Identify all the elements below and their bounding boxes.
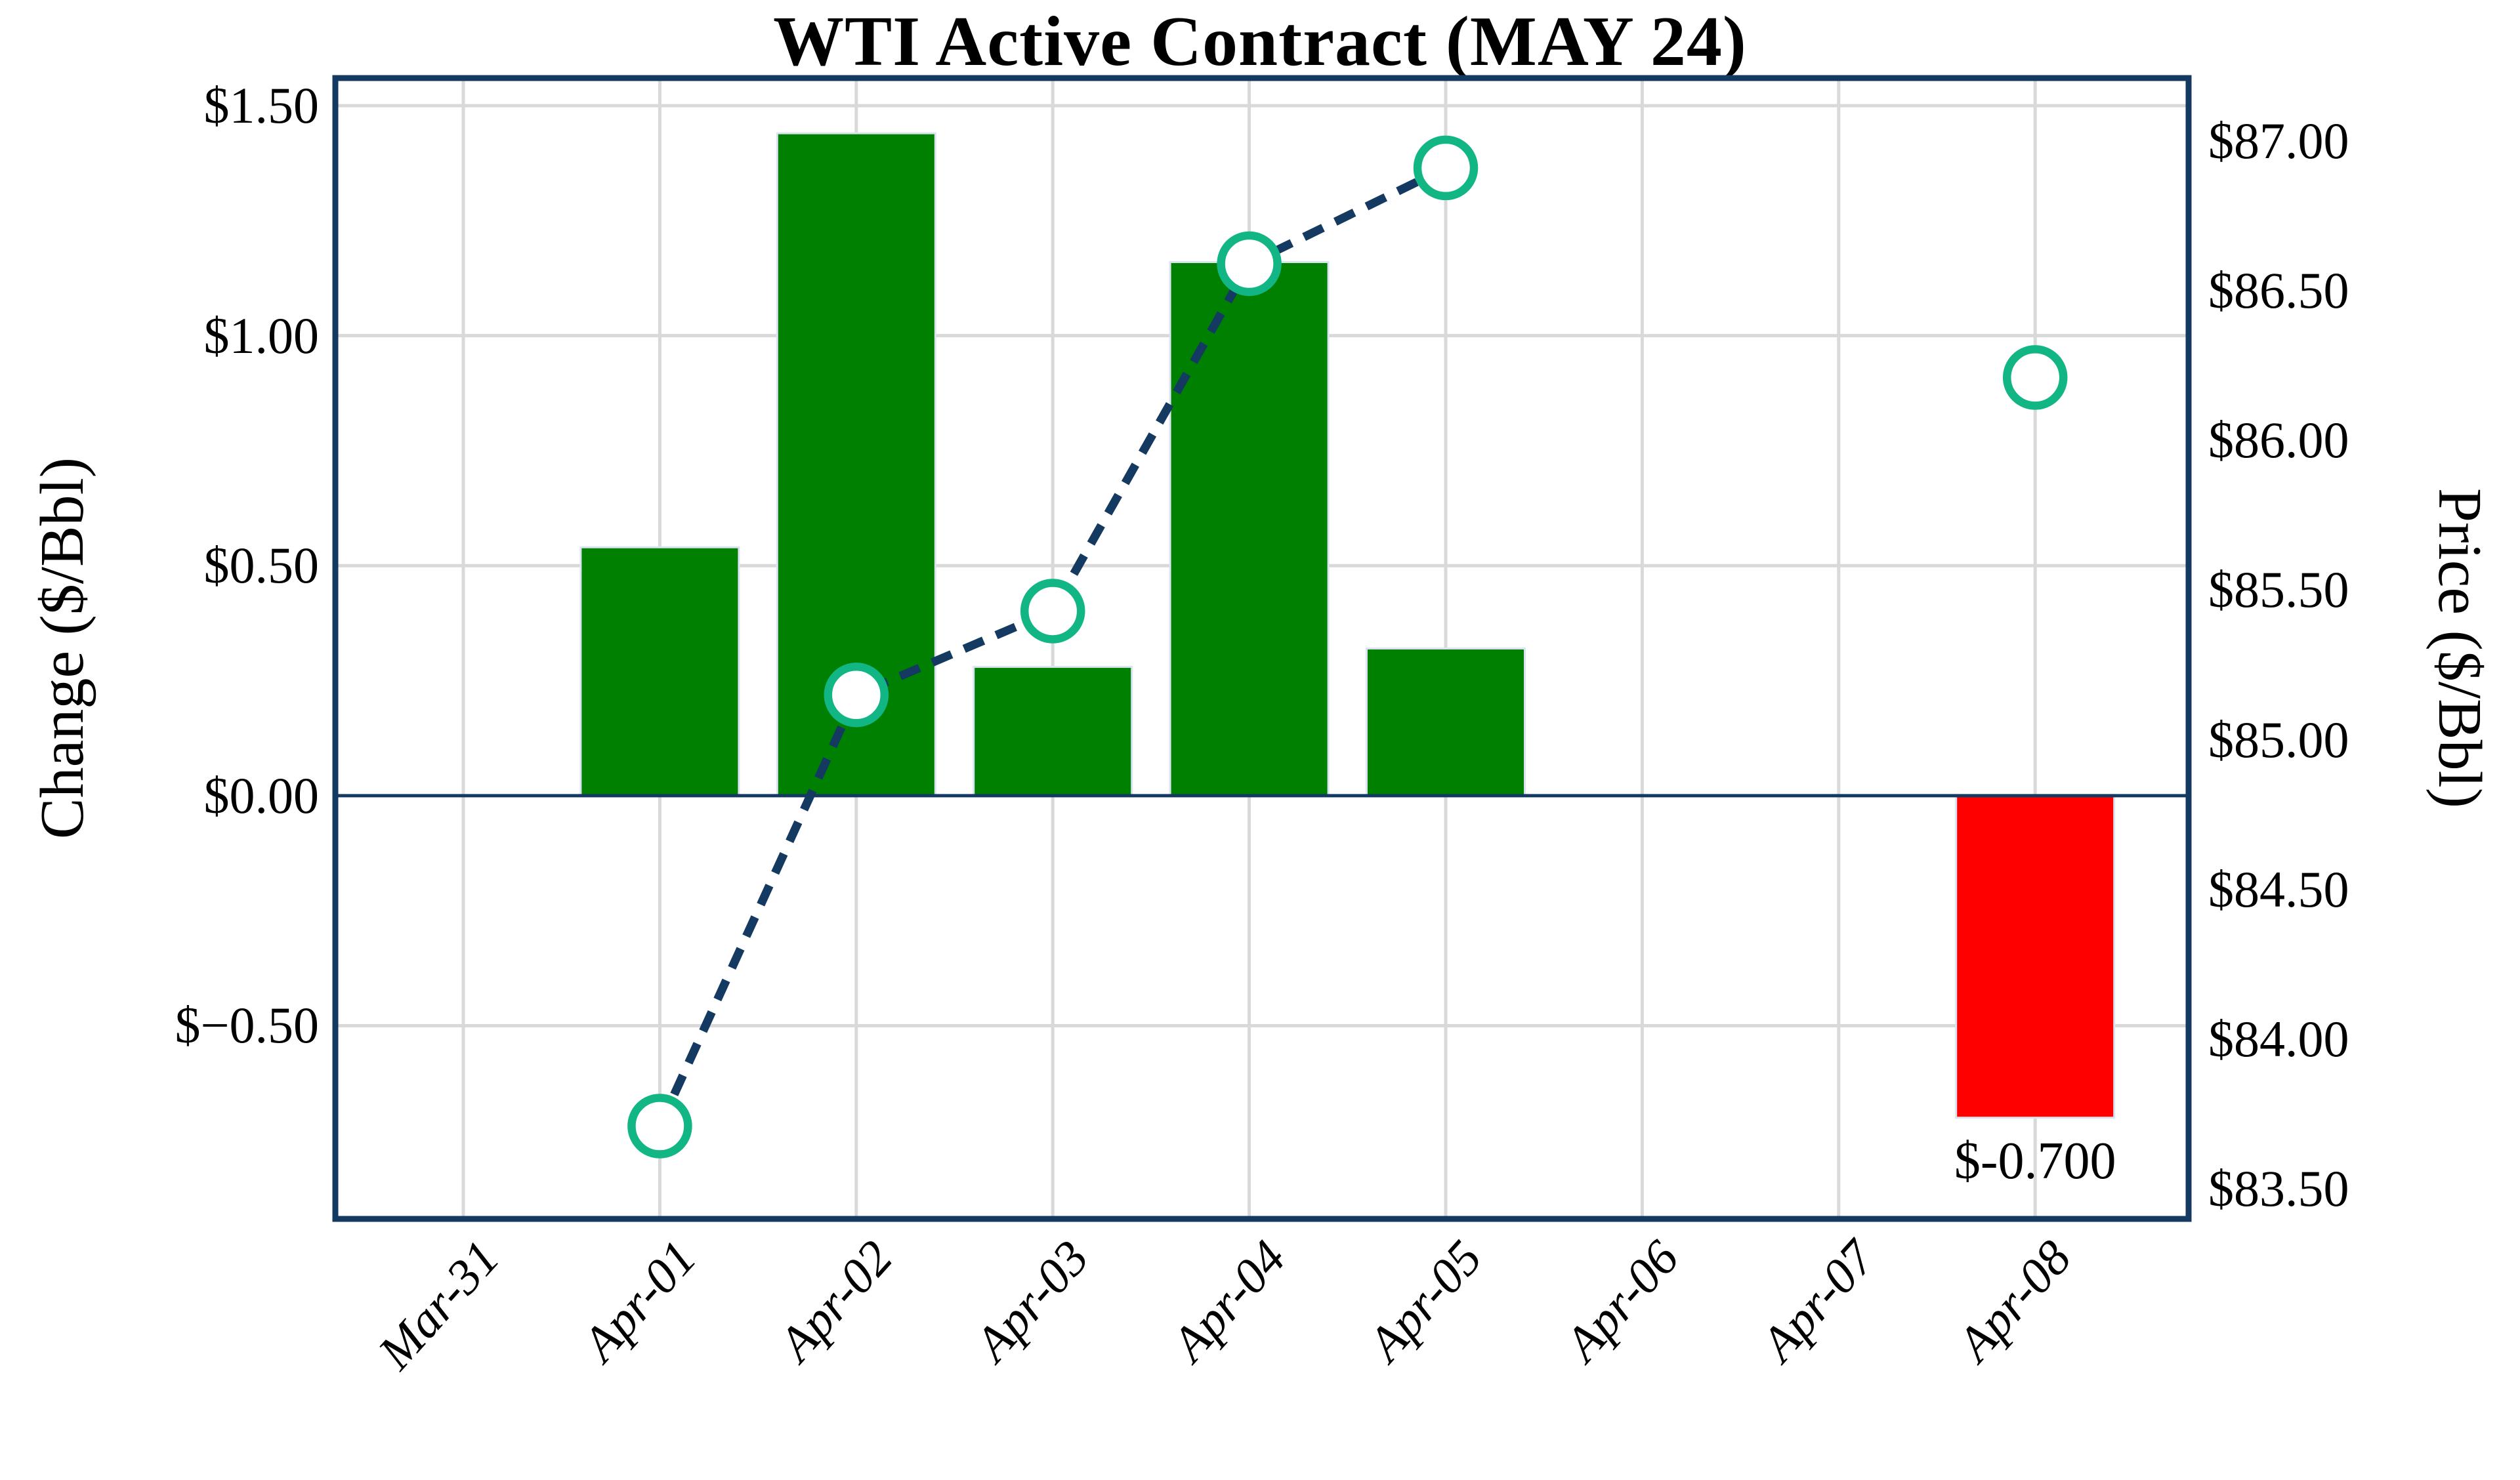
price-marker-apr-04 [1217, 231, 1282, 297]
plot-border [332, 75, 2192, 1222]
y-tick-label-left-1: $1.00 [203, 306, 320, 364]
y-tick-label-left-1.5: $1.50 [203, 77, 320, 134]
bar-apr-04 [1169, 260, 1330, 797]
bar-apr-08 [1955, 794, 2116, 1119]
y-tick-label-right-85: $85.00 [2208, 710, 2349, 768]
y-tick-label-right-83.5: $83.50 [2208, 1160, 2349, 1218]
price-marker-apr-01 [627, 1094, 692, 1159]
bar-apr-01 [579, 546, 740, 797]
y-tick-label-left-0: $0.00 [203, 766, 320, 824]
bar-apr-05 [1366, 648, 1526, 797]
y-tick-label-right-85.5: $85.50 [2208, 561, 2349, 619]
y-tick-label-right-87: $87.00 [2208, 112, 2349, 169]
y-tick-label-left-0.5: $0.50 [203, 537, 320, 594]
y-tick-label-left--0.5: $−0.50 [175, 997, 320, 1054]
price-marker-apr-02 [824, 662, 889, 728]
price-marker-apr-08 [2002, 345, 2068, 410]
bar-apr-03 [973, 666, 1133, 797]
y-tick-label-right-84.5: $84.50 [2208, 860, 2349, 918]
y-tick-label-right-86: $86.00 [2208, 411, 2349, 469]
y-tick-label-right-86.5: $86.50 [2208, 262, 2349, 319]
price-marker-apr-03 [1020, 579, 1085, 644]
chart-title: WTI Active Contract (MAY 24) [773, 3, 1747, 81]
price-marker-apr-05 [1413, 135, 1479, 201]
bar-value-annotation: $-0.700 [1954, 1132, 2116, 1190]
y-tick-label-right-84: $84.00 [2208, 1010, 2349, 1068]
